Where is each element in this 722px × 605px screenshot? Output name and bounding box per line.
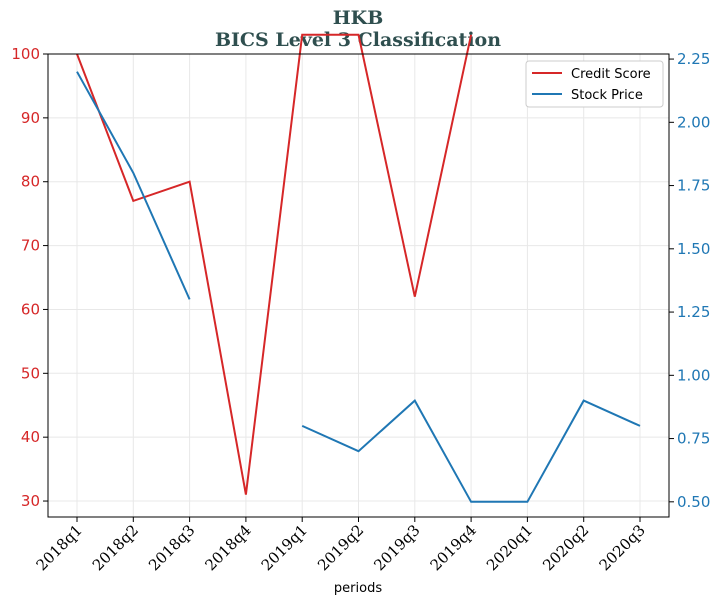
left-tick-label: 70 <box>21 237 40 255</box>
left-axis: 30 40 50 60 70 80 90 100 <box>11 45 48 510</box>
right-tick-label: 1.00 <box>677 366 710 384</box>
x-tick-label: 2018q2 <box>89 521 142 574</box>
x-tick-label: 2019q4 <box>427 521 480 574</box>
chart-title: HKB <box>333 7 384 29</box>
right-tick-label: 2.25 <box>677 50 710 68</box>
right-tick-label: 2.00 <box>677 113 710 131</box>
left-tick-label: 60 <box>21 300 40 318</box>
series-line-stock-price <box>76 71 191 300</box>
left-tick-label: 100 <box>11 45 40 63</box>
right-tick-label: 1.75 <box>677 177 710 195</box>
series-line-credit-score <box>76 33 473 495</box>
x-tick-label: 2018q1 <box>33 521 86 574</box>
right-tick-label: 0.50 <box>677 493 710 511</box>
left-tick-label: 30 <box>21 492 40 510</box>
legend-label-credit-score: Credit Score <box>571 67 651 82</box>
right-axis: 0.50 0.75 1.00 1.25 1.50 1.75 2.00 2.25 <box>669 50 710 511</box>
legend: Credit Score Stock Price <box>525 60 664 108</box>
x-tick-label: 2019q3 <box>370 521 423 574</box>
x-tick-label: 2018q3 <box>145 521 198 574</box>
right-tick-label: 1.50 <box>677 240 710 258</box>
x-tick-label: 2020q1 <box>483 521 536 574</box>
x-tick-label: 2018q4 <box>201 521 254 574</box>
x-tick-label: 2020q2 <box>539 521 592 574</box>
chart-subtitle: BICS Level 3 Classification <box>215 29 501 51</box>
grid <box>48 53 669 517</box>
x-axis-label: periods <box>334 581 382 596</box>
series-lines <box>76 33 641 503</box>
x-tick-label: 2019q1 <box>258 521 311 574</box>
legend-label-stock-price: Stock Price <box>571 88 643 103</box>
left-tick-label: 40 <box>21 428 40 446</box>
series-line-stock-price <box>301 399 641 503</box>
left-tick-label: 50 <box>21 364 40 382</box>
left-tick-label: 90 <box>21 109 40 127</box>
left-tick-label: 80 <box>21 173 40 191</box>
right-tick-label: 0.75 <box>677 430 710 448</box>
right-tick-label: 1.25 <box>677 303 710 321</box>
x-tick-label: 2020q3 <box>596 521 649 574</box>
x-axis: 2018q1 2018q2 2018q3 2018q4 2019q1 2019q2 2019… <box>33 517 649 574</box>
x-tick-label: 2019q2 <box>314 521 367 574</box>
